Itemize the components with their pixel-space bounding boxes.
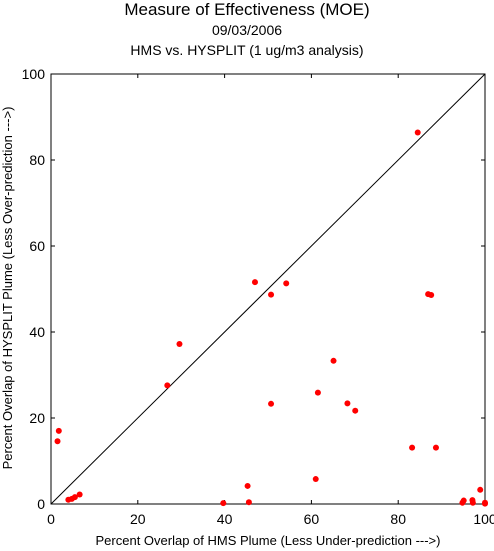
one-to-one-reference-line [50, 73, 486, 505]
x-tick-label: 40 [217, 511, 233, 527]
data-point [55, 427, 62, 434]
data-point [176, 341, 183, 348]
x-tick-label: 80 [390, 511, 406, 527]
y-tick-label: 80 [29, 152, 45, 168]
data-point [352, 407, 359, 414]
data-point [283, 280, 290, 287]
data-point [314, 389, 321, 396]
y-tick-label: 60 [29, 238, 45, 254]
y-axis-label: Percent Overlap of HYSPLIT Plume (Less O… [0, 107, 15, 470]
x-axis-ticks: 0 20 40 60 80 100 [47, 74, 494, 527]
x-axis-label: Percent Overlap of HMS Plume (Less Under… [96, 533, 441, 548]
y-axis-ticks: 0 20 40 60 80 100 [22, 66, 485, 512]
data-point [71, 494, 78, 501]
data-point [409, 444, 416, 451]
x-tick-label: 0 [47, 511, 55, 527]
x-tick-label: 20 [130, 511, 146, 527]
data-point [268, 400, 275, 407]
y-tick-label: 0 [37, 496, 45, 512]
data-point [330, 357, 337, 364]
data-point [268, 291, 275, 298]
y-tick-label: 20 [29, 410, 45, 426]
data-point [76, 491, 83, 498]
x-tick-label: 100 [473, 511, 494, 527]
y-tick-label: 100 [22, 66, 46, 82]
data-point [482, 500, 488, 507]
data-point [344, 400, 351, 407]
data-point [244, 482, 251, 489]
chart-date-subtitle: 09/03/2006 [211, 22, 283, 38]
data-point [428, 292, 435, 299]
data-points [54, 129, 488, 507]
data-point [477, 486, 484, 493]
chart-title: Measure of Effectiveness (MOE) [124, 0, 370, 19]
data-point [460, 497, 467, 504]
data-point [245, 499, 252, 506]
data-point [251, 279, 258, 286]
data-point [414, 129, 421, 136]
x-tick-label: 60 [304, 511, 320, 527]
data-point [164, 382, 171, 389]
y-tick-label: 40 [29, 324, 45, 340]
data-point [54, 438, 61, 445]
plot-frame [50, 73, 486, 505]
data-point [432, 444, 439, 451]
data-point [469, 499, 476, 506]
chart-analysis-subtitle: HMS vs. HYSPLIT (1 ug/m3 analysis) [130, 42, 364, 58]
data-point [220, 500, 227, 507]
data-point [312, 476, 319, 483]
